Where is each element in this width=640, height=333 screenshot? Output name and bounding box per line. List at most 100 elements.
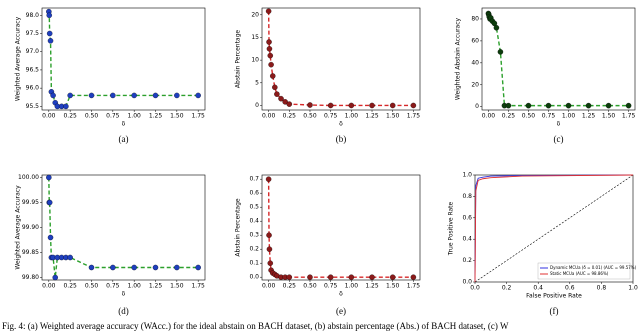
x-tick-label: 0.25 — [63, 113, 77, 120]
data-point — [47, 38, 54, 44]
data-point — [110, 92, 116, 99]
data-point — [265, 176, 272, 182]
y-tick-label: 15 — [251, 34, 259, 41]
y-tick-label: 96.0 — [26, 85, 40, 92]
data-point — [369, 102, 375, 109]
data-point — [286, 274, 293, 280]
x-tick-label: 1.00 — [345, 283, 359, 290]
y-tick-label: 10 — [251, 57, 259, 64]
x-axis-label: δ — [122, 121, 126, 128]
data-line — [487, 13, 629, 107]
y-axis-label: Weighted Average Accuracy — [15, 185, 22, 270]
data-point — [497, 49, 504, 55]
data-point — [174, 264, 180, 271]
data-point — [50, 92, 56, 99]
y-axis-label: Abstain Percentage — [235, 30, 242, 89]
data-line — [474, 174, 634, 283]
y-tick-label: 5 — [255, 79, 259, 86]
data-point — [46, 12, 53, 19]
data-point — [605, 102, 612, 109]
data-point — [545, 102, 552, 109]
x-axis-label: δ — [557, 121, 561, 128]
data-point — [493, 24, 500, 31]
panel-label: (e) — [336, 306, 346, 316]
x-tick-label: 0.75 — [324, 113, 338, 120]
x-tick-label: 1.50 — [602, 113, 616, 120]
plot-frame — [261, 174, 421, 281]
x-tick-label: 1.75 — [407, 113, 421, 120]
x-tick-label: 0.4 — [533, 285, 543, 292]
y-tick-label: 99.90 — [22, 224, 39, 231]
data-point — [327, 274, 334, 280]
data-point — [88, 92, 95, 99]
data-point — [410, 102, 417, 109]
y-tick-label: 40 — [471, 59, 479, 66]
data-point — [110, 264, 116, 271]
x-axis-label: δ — [339, 121, 343, 128]
data-point — [268, 61, 274, 68]
y-tick-label: 96.5 — [26, 66, 40, 73]
y-tick-label: 0.4 — [462, 236, 472, 243]
plot-frame — [41, 7, 206, 111]
data-point — [369, 274, 375, 280]
data-point — [348, 102, 355, 109]
x-tick-label: 0.00 — [42, 283, 56, 290]
data-point — [67, 92, 73, 99]
x-tick-label: 0.75 — [106, 113, 120, 120]
y-tick-label: 0.5 — [249, 204, 259, 211]
y-tick-label: 0.4 — [249, 218, 259, 225]
data-line — [474, 174, 634, 283]
y-tick-label: 0.8 — [462, 193, 472, 200]
data-point — [131, 92, 137, 99]
y-tick-label: 80 — [471, 15, 479, 22]
data-line — [267, 179, 414, 278]
data-point — [67, 254, 73, 261]
x-tick-label: 0.2 — [502, 285, 512, 292]
y-tick-label: 0.3 — [249, 232, 259, 239]
y-tick-label: 0.6 — [462, 214, 472, 221]
x-tick-label: 0.8 — [597, 285, 607, 292]
y-tick-label: 100.00 — [18, 174, 39, 181]
x-tick-label: 0.50 — [303, 283, 317, 290]
data-point — [267, 52, 274, 59]
data-point — [389, 274, 396, 280]
x-tick-label: 0.00 — [262, 113, 276, 120]
x-axis-label: δ — [122, 291, 126, 298]
y-axis-label: True Positive Rate — [448, 201, 455, 256]
y-tick-label: 0.7 — [249, 176, 259, 183]
y-tick-label: 97.5 — [26, 30, 40, 37]
data-point — [565, 102, 572, 109]
y-tick-label: 95.5 — [26, 103, 40, 110]
x-tick-label: 0.75 — [324, 283, 338, 290]
y-tick-label: 1.0 — [462, 172, 472, 179]
x-tick-label: 0.75 — [542, 113, 556, 120]
x-tick-label: 0.25 — [283, 283, 297, 290]
data-point — [270, 73, 276, 79]
y-tick-label: 0.1 — [249, 260, 259, 267]
x-axis-label: False Positive Rate — [526, 293, 582, 300]
x-tick-label: 1.75 — [622, 113, 636, 120]
data-point — [174, 92, 180, 99]
data-point — [195, 264, 201, 271]
plot-frame — [41, 174, 206, 281]
y-tick-label: 97.0 — [26, 48, 40, 55]
data-point — [131, 264, 137, 271]
y-axis-label: Weighted Average Accuracy — [15, 16, 22, 101]
chance-line — [474, 174, 634, 283]
data-point — [265, 8, 272, 14]
y-tick-label: 0.2 — [462, 257, 472, 264]
x-tick-label: 1.50 — [386, 283, 400, 290]
x-tick-label: 0.00 — [262, 283, 276, 290]
y-tick-label: 0.0 — [462, 279, 472, 286]
y-tick-label: 0.2 — [249, 246, 259, 253]
plot-frame — [261, 7, 421, 111]
panel-label: (a) — [119, 134, 129, 144]
data-point — [267, 260, 274, 266]
data-point — [152, 92, 159, 99]
data-point — [274, 91, 280, 97]
data-point — [47, 234, 54, 241]
x-tick-label: 0.0 — [470, 285, 480, 292]
x-tick-label: 1.75 — [191, 283, 205, 290]
data-line — [48, 11, 199, 108]
